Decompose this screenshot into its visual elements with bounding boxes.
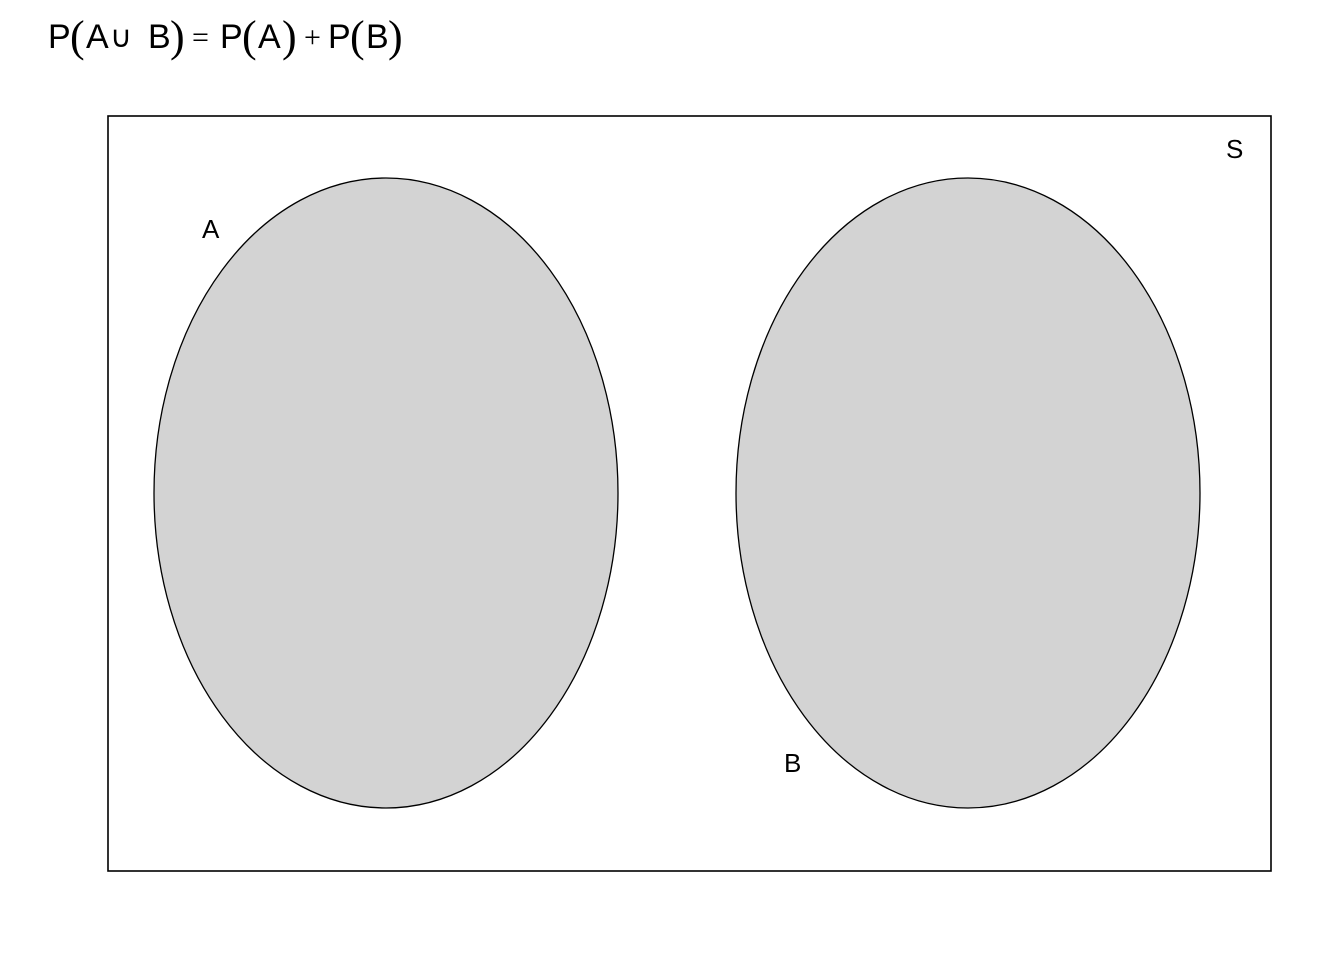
formula-equals: = [192,21,209,54]
formula-a1: A [86,18,109,56]
set-b-ellipse [735,177,1201,809]
formula-p1: P [48,18,70,56]
set-a-label: A [202,214,220,244]
formula-open-paren-3: ( [350,12,365,61]
formula-union-symbol: ∪ [110,21,132,54]
formula-close-paren-1: ) [170,12,185,61]
formula-a2: A [258,18,281,56]
formula-title: P ( A ∪ B ) = P ( A ) + P ( B ) [48,12,403,61]
formula-p2: P [220,18,242,56]
formula-open-paren-1: ( [70,12,85,61]
formula-b2: B [366,18,389,56]
formula-p3: P [328,18,350,56]
formula-b1: B [148,18,171,56]
formula-open-paren-2: ( [242,12,257,61]
formula-close-paren-3: ) [388,12,403,61]
formula-plus: + [304,21,321,54]
sample-space-label: S [1226,134,1243,164]
set-b-label: B [784,748,801,778]
formula-close-paren-2: ) [282,12,297,61]
set-a-ellipse [153,177,619,809]
